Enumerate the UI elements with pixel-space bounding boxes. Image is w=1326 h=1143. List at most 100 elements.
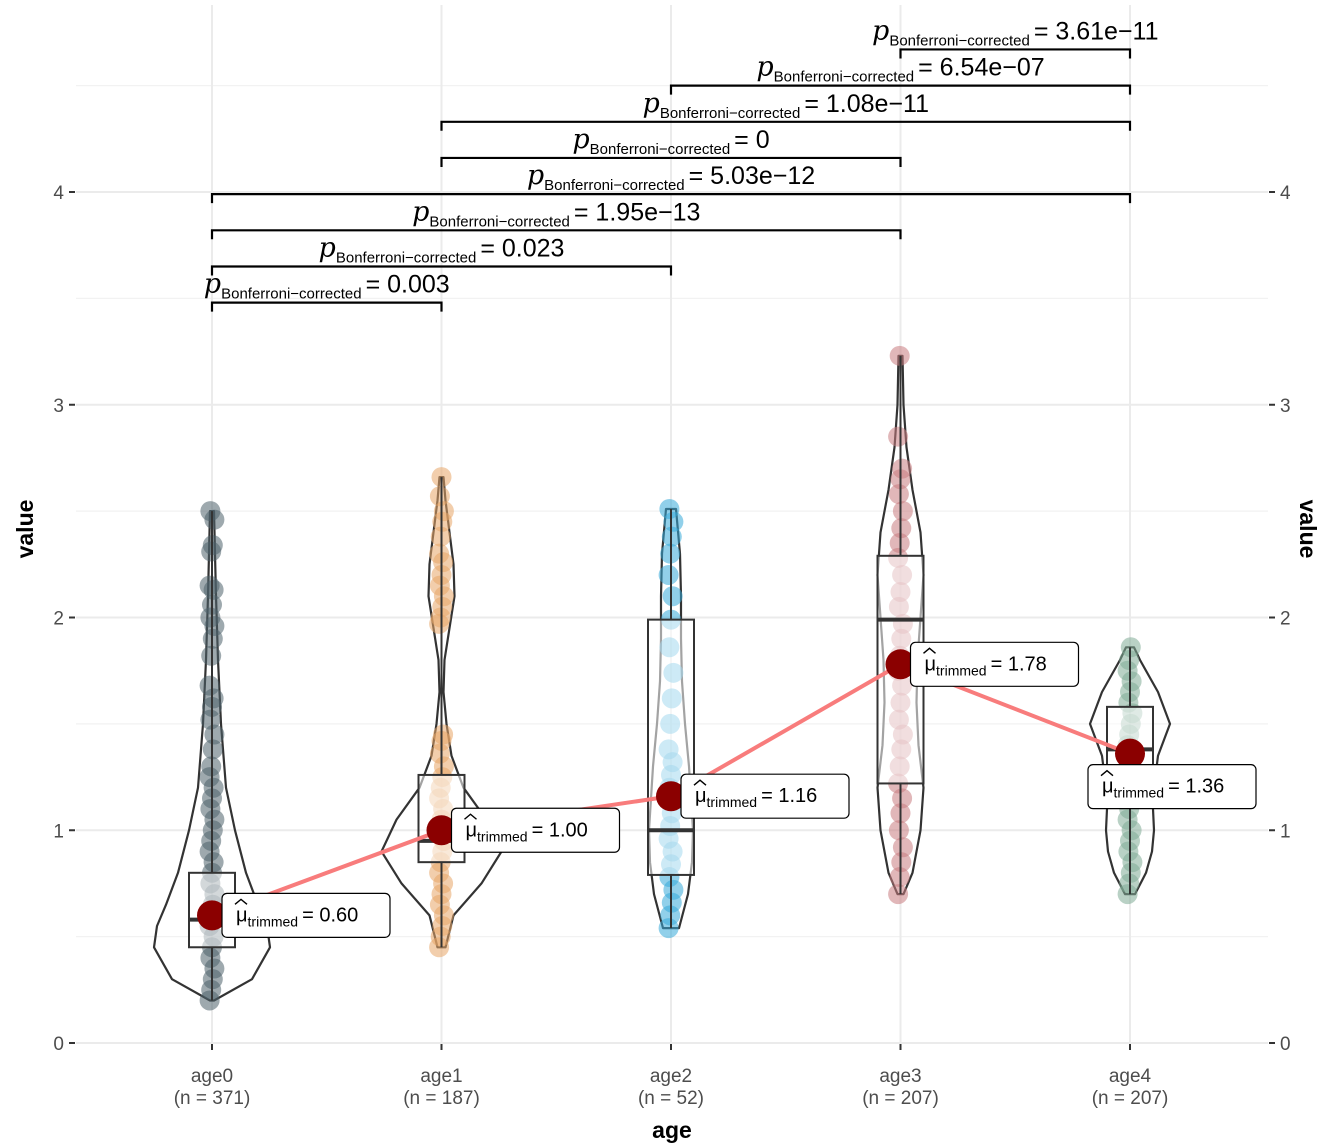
data-point [429,486,450,507]
comparison-age0-age2: pBonferroni−corrected = 0.023 [210,232,673,276]
hat-mark [923,647,936,654]
y-tick-label-right: 0 [1280,1034,1291,1055]
trimmed-mean-point-age4 [1115,738,1145,769]
mean-label-age0: μtrimmed = 0.60 [221,892,391,938]
mean-label-box [909,641,1080,687]
x-tick-label-age4: age4 [1109,1066,1152,1087]
p-subscript: Bonferroni−corrected [889,32,1030,49]
data-point [888,484,909,505]
mean-subscript: trimmed [707,794,758,810]
mean-label-box [1087,764,1257,810]
x-tick-label-age2: age2 [650,1066,692,1087]
comparison-label: pBonferroni−corrected = 0 [572,124,769,158]
data-point [659,498,680,519]
p-value: = 3.61e−11 [1034,17,1159,45]
comparison-bracket [210,301,443,312]
data-point [888,820,909,841]
x-tick-label-age1: age1 [420,1066,462,1087]
p-symbol: p [572,124,589,155]
mean-label-box [221,892,391,938]
p-subscript: Bonferroni−corrected [429,213,570,230]
p-subscript: Bonferroni−corrected [544,177,685,194]
mean-label-box [450,807,621,853]
comparison-bracket [210,265,673,276]
comparison-bracket [440,156,902,167]
data-point [892,501,913,522]
mean-value: = 1.36 [1168,776,1224,798]
data-point [199,675,220,696]
y-axis-title-right: value [1295,500,1321,559]
hat-mark [464,813,477,820]
mean-label-text: μtrimmed = 1.16 [695,785,817,810]
comparison-label: pBonferroni−corrected = 5.03e−12 [527,160,815,194]
axes: 0 0 1 1 2 2 3 3 4 4 age0(n = 371) age1(n = 187) age2… [53,183,1291,1109]
pairwise-comparisons: pBonferroni−corrected = 0.003pBonferroni−… [204,15,1158,312]
x-tick-count-age4: (n = 207) [1092,1088,1169,1109]
comparison-age1-age3: pBonferroni−corrected = 0 [440,124,902,167]
mean-symbol: μ [695,785,707,807]
hat-mark [1100,769,1114,777]
hat-mark [234,898,248,905]
boxplot-age3 [876,355,925,895]
x-tick-count-age2: (n = 52) [638,1088,704,1109]
mean-label-age2: μtrimmed = 1.16 [680,773,850,819]
comparison-label: pBonferroni−corrected = 3.61e−11 [872,15,1158,49]
p-symbol: p [643,88,660,119]
y-tick-label-left: 3 [53,396,64,417]
comparison-bracket [899,48,1132,59]
x-tick-count-age1: (n = 187) [403,1088,480,1109]
y-tick-label-left: 2 [53,609,64,630]
mean-label-text: μtrimmed = 1.78 [925,653,1047,678]
comparison-bracket [210,229,902,240]
mean-value: = 1.00 [532,819,588,841]
comparison-label: pBonferroni−corrected = 1.08e−11 [643,88,929,122]
data-point [429,543,450,564]
p-symbol: p [204,269,221,300]
x-tick-label-age0: age0 [191,1066,233,1087]
p-value: = 6.54e−07 [918,54,1045,82]
trimmed-mean-point-age1 [426,815,457,846]
hat-mark [693,779,707,786]
mean-symbol: μ [236,904,248,926]
data-point [199,575,220,596]
comparison-age0-age3: pBonferroni−corrected = 1.95e−13 [210,196,902,240]
mean-label-text: μtrimmed = 0.60 [236,904,358,929]
mean-subscript: trimmed [1114,785,1165,801]
data-point [433,724,454,745]
mean-subscript: trimmed [248,913,299,929]
boxplot-age2 [647,508,695,929]
comparison-label: pBonferroni−corrected = 0.003 [204,269,450,303]
comparison-bracket [440,120,1132,131]
trimmed-mean-point-age0 [197,900,227,931]
p-value: = 0.003 [366,271,450,299]
mean-symbol: μ [1102,776,1114,798]
p-value: = 0 [734,126,769,154]
y-axis-title-left: value [12,500,38,559]
mean-subscript: trimmed [477,828,528,844]
y-tick-label-right: 1 [1280,821,1291,842]
y-tick-label-left: 4 [53,183,64,204]
p-subscript: Bonferroni−corrected [660,105,801,122]
mean-label-age4: μtrimmed = 1.36 [1087,764,1257,810]
mean-symbol: μ [466,819,478,841]
y-tick-label-left: 0 [53,1034,64,1055]
y-tick-label-right: 2 [1280,609,1291,630]
comparison-age0-age4: pBonferroni−corrected = 5.03e−12 [210,160,1132,204]
p-subscript: Bonferroni−corrected [221,286,362,303]
data-point [662,586,683,607]
p-symbol: p [527,160,544,191]
p-subscript: Bonferroni−corrected [774,69,915,86]
p-value: = 1.95e−13 [574,198,701,226]
y-tick-label-right: 4 [1280,183,1291,204]
data-point [888,884,909,905]
x-axis-title: age [652,1117,692,1143]
mean-label-age1: μtrimmed = 1.00 [450,807,621,853]
boxplot-age1 [417,477,466,948]
comparison-label: pBonferroni−corrected = 0.023 [319,232,565,266]
comparison-label: pBonferroni−corrected = 6.54e−07 [756,52,1044,86]
data-point [200,501,221,522]
p-symbol: p [412,196,429,227]
mean-label-age3: μtrimmed = 1.78 [909,641,1080,687]
p-value: = 1.08e−11 [804,90,929,118]
